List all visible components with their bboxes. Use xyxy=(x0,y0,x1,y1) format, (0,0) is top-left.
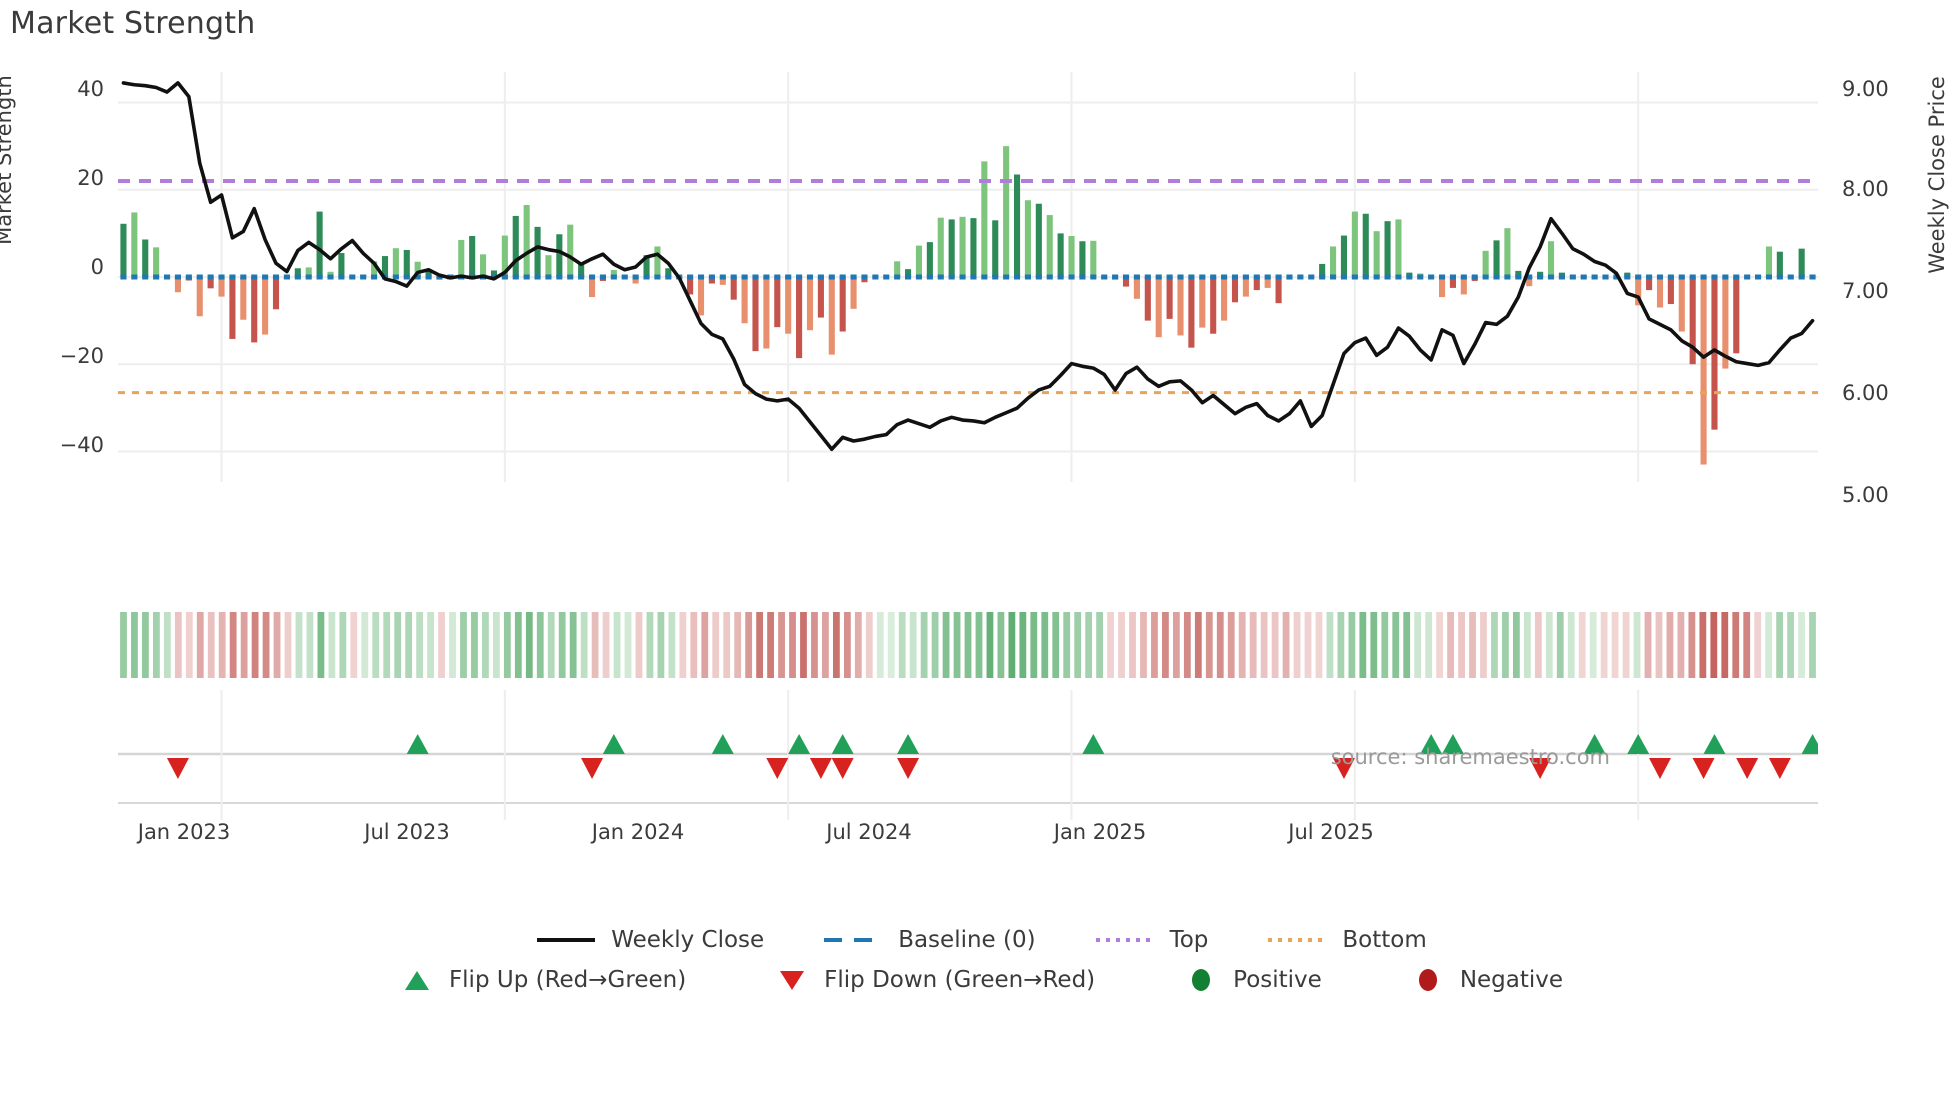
legend-label-baseline: Baseline (0) xyxy=(898,927,1036,953)
x-tick-5: Jul 2025 xyxy=(1288,820,1374,844)
y-tick-left-0: 40 xyxy=(77,77,104,101)
strength-heatmap-strip xyxy=(118,608,1818,682)
dotted-line-bottom-icon xyxy=(1264,927,1330,953)
legend-item-negative[interactable]: Negative xyxy=(1408,967,1563,993)
triangle-up-icon xyxy=(397,967,437,993)
legend-item-flip-down[interactable]: Flip Down (Green→Red) xyxy=(772,967,1181,993)
x-tick-1: Jul 2023 xyxy=(364,820,450,844)
legend-label-positive: Positive xyxy=(1233,967,1322,993)
legend-item-flip-up[interactable]: Flip Up (Red→Green) xyxy=(397,967,772,993)
x-tick-3: Jul 2024 xyxy=(826,820,912,844)
y-tick-right-1: 8.00 xyxy=(1842,177,1889,201)
legend-label-flip-down: Flip Down (Green→Red) xyxy=(824,967,1096,993)
negative-circle-icon xyxy=(1408,967,1448,993)
legend-label-flip-up: Flip Up (Red→Green) xyxy=(448,967,687,993)
legend-item-positive[interactable]: Positive xyxy=(1181,967,1408,993)
legend-item-weekly-close[interactable]: Weekly Close xyxy=(533,927,820,953)
legend-row-2: Flip Up (Red→Green) Flip Down (Green→Red… xyxy=(0,960,1960,1000)
x-tick-0: Jan 2023 xyxy=(137,820,231,844)
market-strength-svg xyxy=(118,72,1818,482)
legend-item-top[interactable]: Top xyxy=(1092,927,1265,953)
heatmap-svg xyxy=(120,612,1816,678)
y-tick-left-1: 20 xyxy=(77,166,104,190)
legend-label-top: Top xyxy=(1169,927,1209,953)
legend-item-bottom[interactable]: Bottom xyxy=(1264,927,1427,953)
legend-label-bottom: Bottom xyxy=(1342,927,1427,953)
chart-legend: Weekly Close Baseline (0) Top Bottom xyxy=(0,920,1960,1000)
flip-markers-svg xyxy=(118,690,1818,820)
page-title: Market Strength xyxy=(10,6,256,41)
legend-item-baseline[interactable]: Baseline (0) xyxy=(820,927,1091,953)
dashed-line-icon xyxy=(820,927,886,953)
y-tick-right-0: 9.00 xyxy=(1842,77,1889,101)
solid-line-icon xyxy=(533,927,599,953)
x-tick-4: Jan 2025 xyxy=(1053,820,1147,844)
triangle-down-icon xyxy=(772,967,812,993)
legend-row-1: Weekly Close Baseline (0) Top Bottom xyxy=(0,920,1960,960)
positive-circle-icon xyxy=(1181,967,1221,993)
x-tick-2: Jan 2024 xyxy=(591,820,685,844)
source-attribution: source: sharemaestro.com xyxy=(1330,745,1610,769)
legend-label-weekly-close: Weekly Close xyxy=(611,927,765,953)
y-tick-left-2: 0 xyxy=(90,255,104,279)
y-tick-right-2: 7.00 xyxy=(1842,279,1889,303)
legend-label-negative: Negative xyxy=(1459,967,1564,993)
y-tick-right-3: 6.00 xyxy=(1842,381,1889,405)
main-chart-area xyxy=(118,72,1818,482)
y-tick-right-4: 5.00 xyxy=(1842,483,1889,507)
y-tick-left-3: −20 xyxy=(59,344,104,368)
dotted-line-top-icon xyxy=(1092,927,1158,953)
flip-markers-area xyxy=(118,690,1818,820)
y-tick-left-4: −40 xyxy=(59,433,104,457)
